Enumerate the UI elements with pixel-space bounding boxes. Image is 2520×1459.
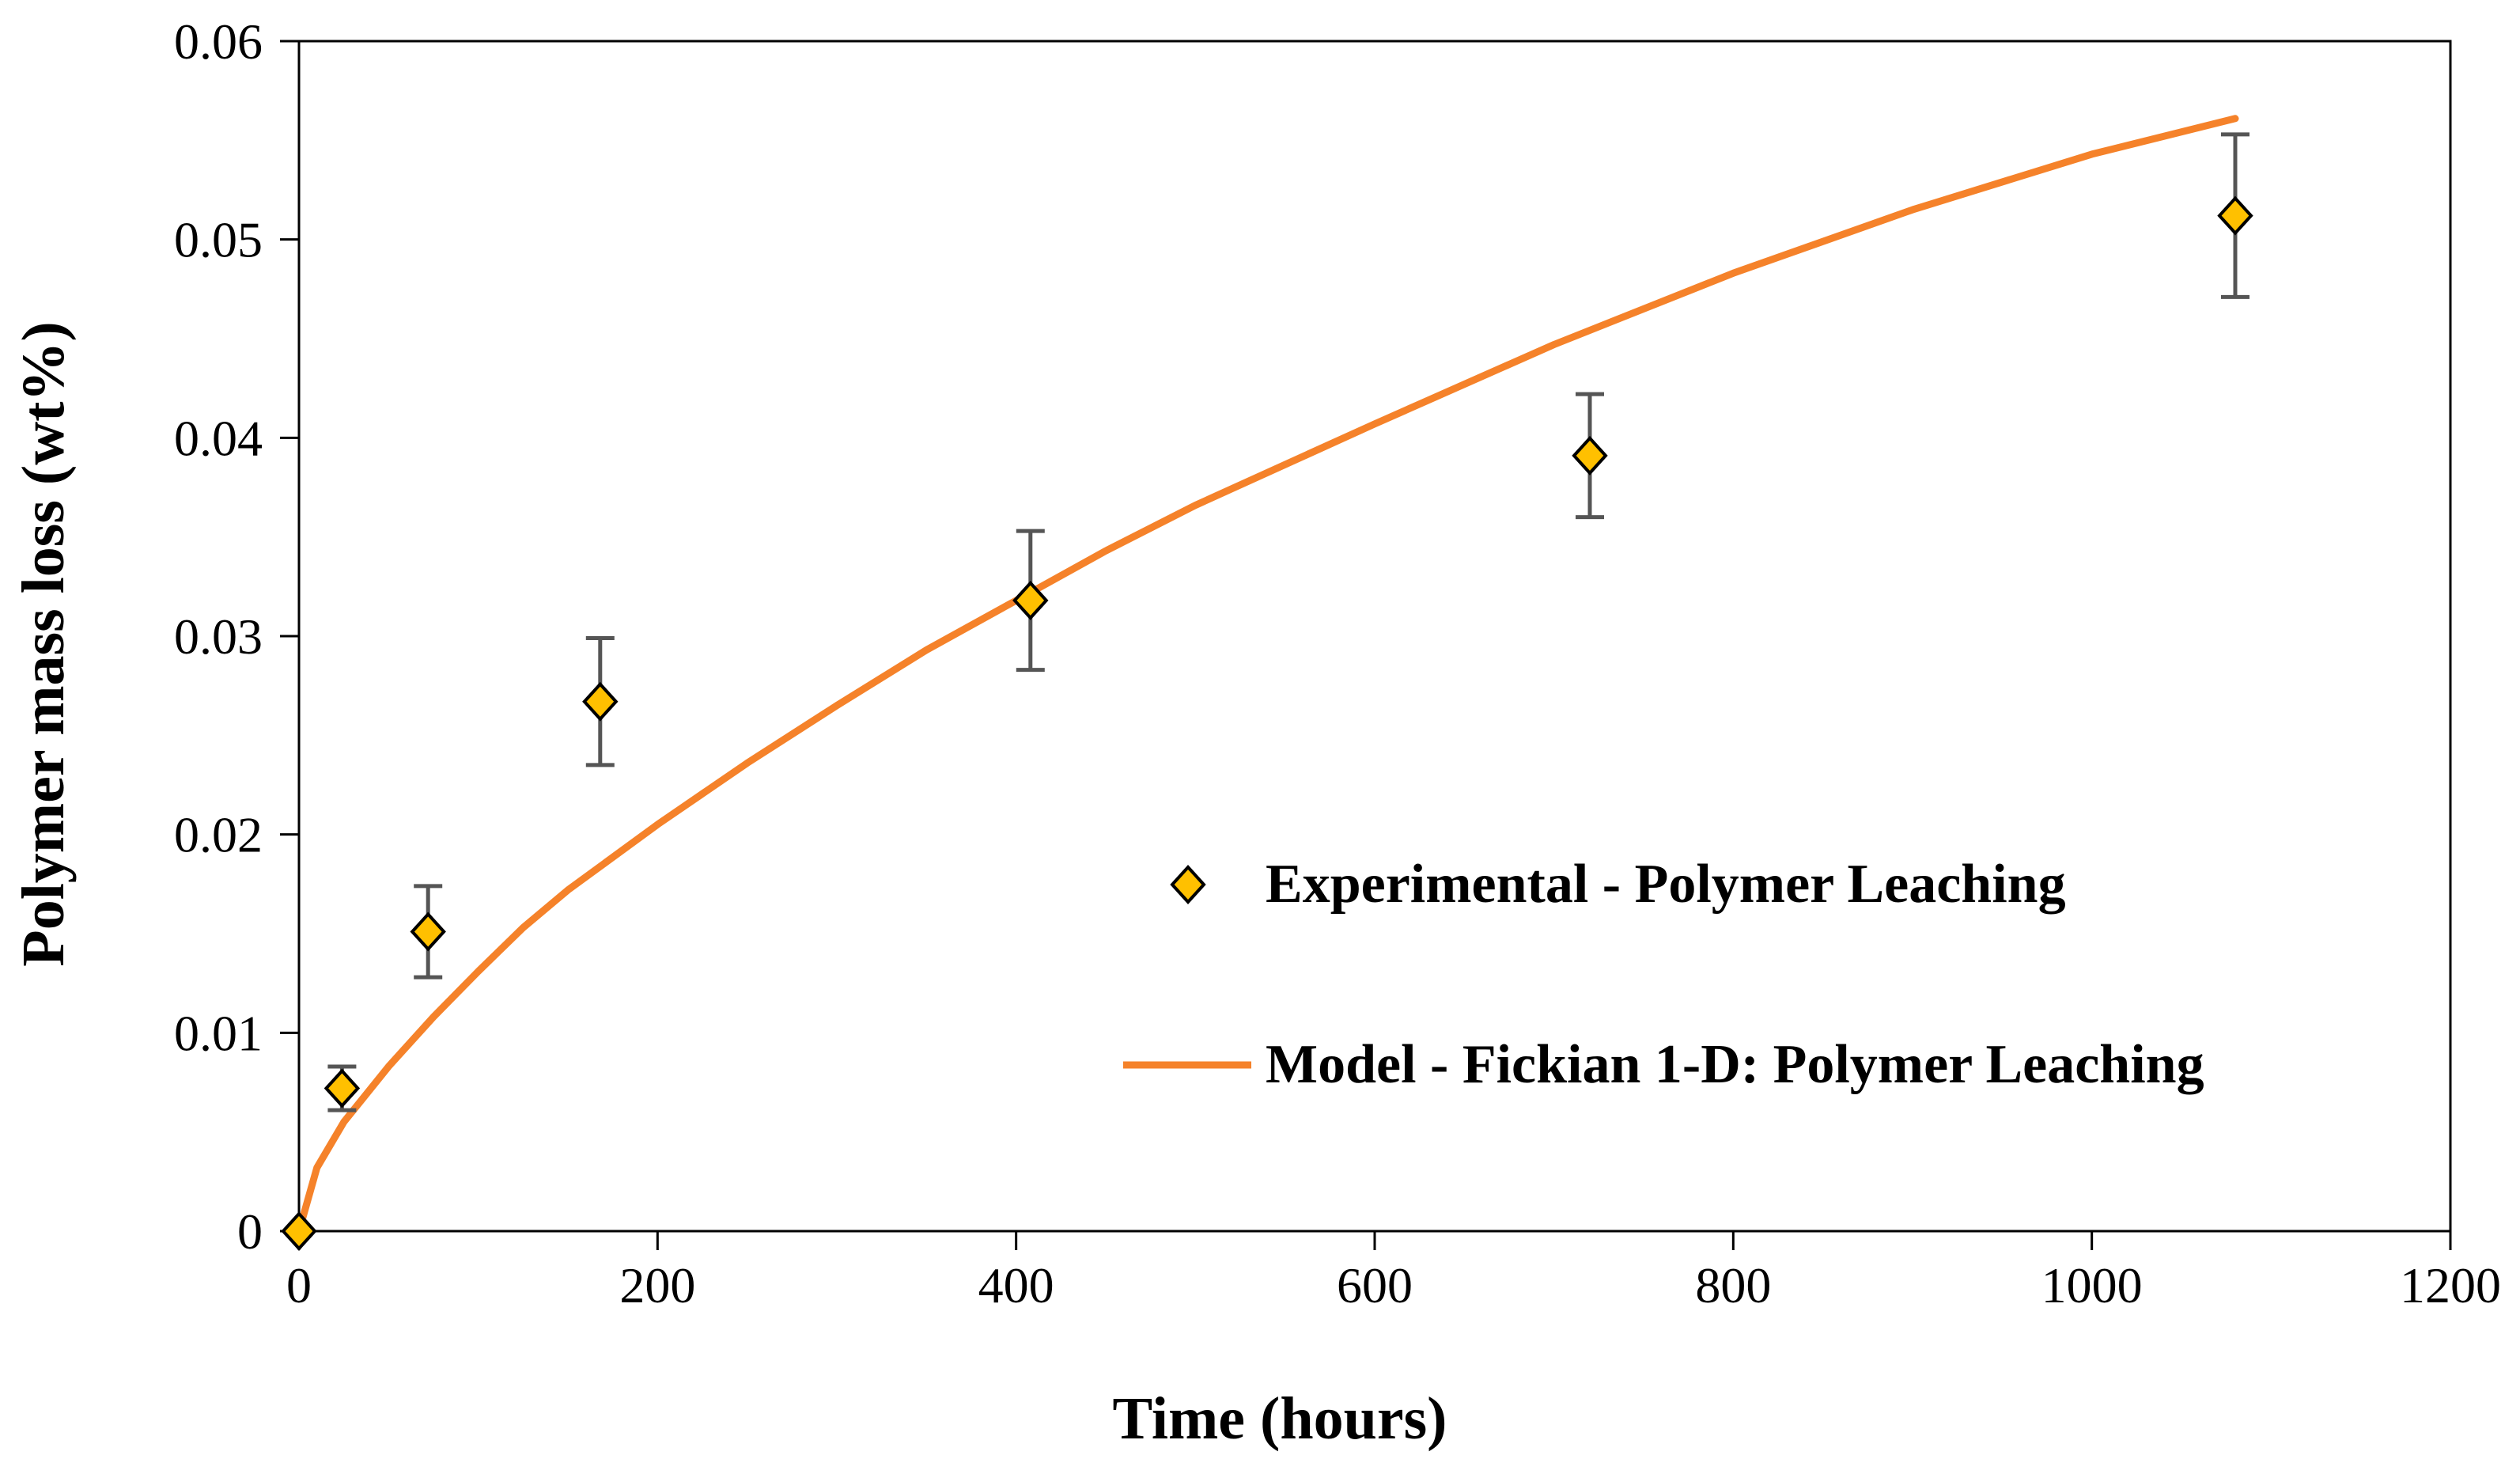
y-tick-label: 0.01 [174, 1005, 263, 1061]
y-tick-label: 0.04 [174, 410, 263, 466]
data-point [410, 911, 446, 952]
legend-label-model: Model - Fickian 1-D: Polymer Leaching [1266, 1034, 2204, 1095]
y-tick-label: 0 [237, 1203, 263, 1260]
x-tick-label: 1200 [2400, 1257, 2501, 1313]
y-tick-label: 0.05 [174, 212, 263, 268]
x-tick-label: 800 [1695, 1257, 1771, 1313]
data-point [281, 1211, 317, 1251]
model-line [295, 115, 2239, 1235]
legend-label-experimental: Experimental - Polymer Leaching [1266, 854, 2066, 915]
legend: Experimental - Polymer Leaching Model - … [1123, 854, 2204, 1095]
x-tick-label: 400 [978, 1257, 1054, 1313]
data-point [1572, 435, 1608, 476]
x-tick-label: 0 [286, 1257, 312, 1313]
x-axis-title: Time (hours) [1113, 1385, 1447, 1452]
y-tick-label: 0.03 [174, 608, 263, 665]
y-tick-label: 0.06 [174, 13, 263, 70]
chart-marks [281, 115, 2253, 1251]
data-point [582, 681, 619, 722]
legend-marker-experimental [1170, 865, 1206, 904]
data-point [2217, 195, 2253, 236]
data-point [1012, 580, 1049, 620]
data-point [324, 1068, 361, 1108]
axes: 0 0.01 0.02 0.03 0.04 0.05 0.06 0 200 400 600 800 10… [174, 13, 2501, 1313]
y-tick-label: 0.02 [174, 807, 263, 863]
x-tick-label: 600 [1337, 1257, 1413, 1313]
x-tick-label: 200 [619, 1257, 695, 1313]
y-axis-title: Polymer mass loss (wt%) [10, 321, 77, 966]
x-tick-label: 1000 [2041, 1257, 2143, 1313]
